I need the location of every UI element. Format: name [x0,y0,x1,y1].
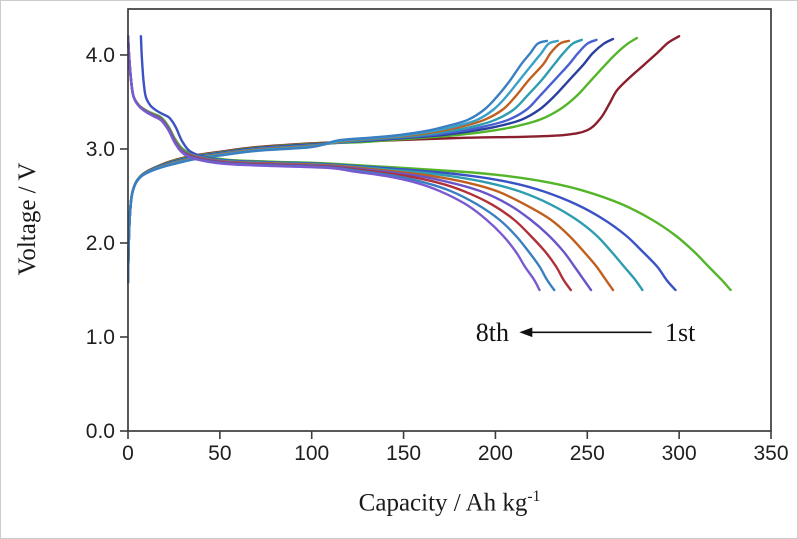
x-axis-title-text: Capacity / Ah kg [358,489,528,517]
annotation-8th-label: 8th [475,318,509,347]
x-tick-label: 350 [753,442,788,465]
y-tick-label: 2.0 [86,232,115,255]
y-tick-label: 4.0 [86,44,115,67]
y-axis-title-text: Voltage / V [14,162,41,276]
plot-border [127,8,772,432]
curve-charge-6th [127,39,571,284]
x-tick-label: 250 [570,442,605,465]
curve-charge-8th [127,39,549,284]
y-tick-label: 0.0 [86,420,115,443]
x-tick-label: 300 [662,442,697,465]
curve-discharge-8th [127,35,541,292]
x-tick-label: 200 [478,442,513,465]
x-tick-label: 0 [122,442,134,465]
cycle-direction-arrow-icon [519,327,533,338]
curve-discharge-4th [127,35,615,292]
y-tick-label: 1.0 [86,326,115,349]
curve-charge-7th [127,39,560,284]
x-axis-title: Capacity / Ah kg-1 [128,488,771,517]
curve-discharge-5th [127,35,593,292]
annotation-1st-label: 1st [665,318,696,347]
x-tick-label: 50 [208,442,231,465]
curve-charge-4th [127,38,598,284]
x-axis-title-sup: -1 [527,488,541,505]
y-axis-title: Voltage / V [14,163,42,276]
curve-discharge-6th [127,35,572,292]
y-tick-label: 3.0 [86,138,115,161]
x-tick-label: 150 [386,442,421,465]
x-tick-label: 100 [294,442,329,465]
